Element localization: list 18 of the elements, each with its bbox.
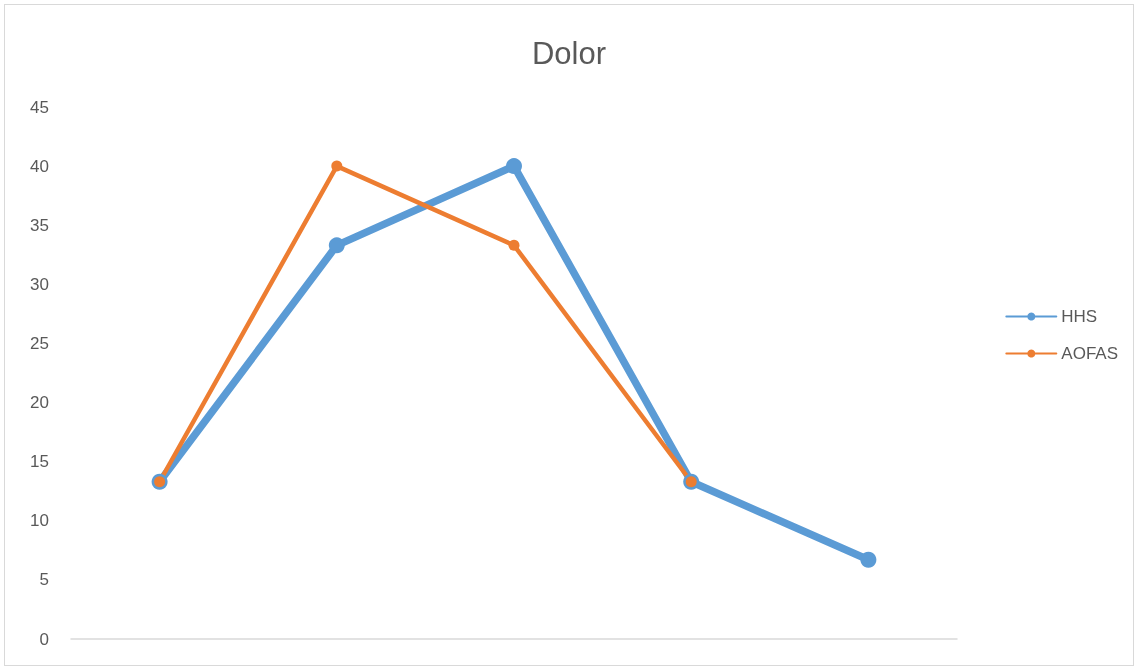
y-tick-label: 20 [30, 393, 49, 413]
point [328, 237, 345, 254]
y-tick-label: 10 [30, 511, 49, 531]
y-tick-label: 25 [30, 333, 49, 353]
legend-label: AOFAS [1061, 344, 1118, 363]
y-tick-label: 15 [30, 452, 49, 472]
point [506, 158, 522, 175]
y-tick-label: 35 [30, 215, 49, 235]
y-tick-label: 5 [39, 570, 49, 590]
y-tick-label: 40 [30, 156, 49, 176]
point [860, 551, 877, 568]
y-tick-label: 45 [30, 97, 49, 117]
chart-title: Dolor [531, 36, 607, 71]
point [508, 239, 520, 251]
legend-label: HHS [1061, 307, 1098, 326]
point [331, 160, 343, 172]
y-tick-label: 0 [39, 629, 49, 649]
y-tick-label: 30 [30, 274, 49, 294]
